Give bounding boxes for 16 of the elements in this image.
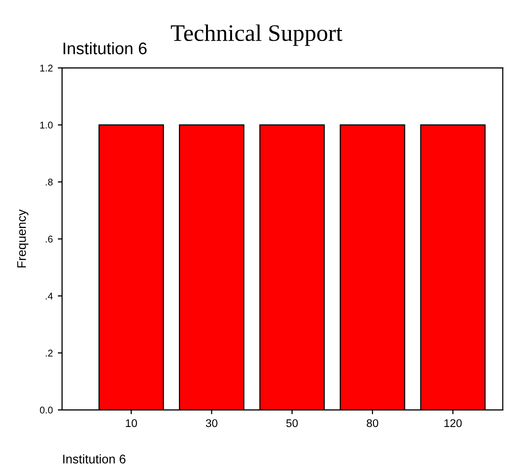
x-tick-label: 50 (286, 419, 298, 428)
x-tick-label: 10 (126, 419, 137, 428)
y-tick-label: .8 (46, 178, 53, 186)
x-tick-label: 30 (206, 419, 218, 428)
x-tick-label: 120 (444, 419, 462, 428)
x-tick-label: 80 (366, 419, 378, 428)
y-tick-label: .2 (46, 350, 53, 356)
chart-title: Technical Support (170, 24, 342, 46)
y-tick-label: 0.0 (40, 406, 53, 414)
y-axis-title: Frequency (17, 209, 28, 268)
x-axis-title: Institution 6 (63, 454, 126, 464)
chart-subtitle: Institution 6 (64, 42, 147, 54)
y-tick-label: 1.2 (40, 64, 53, 72)
y-tick-label: 1.0 (40, 122, 53, 129)
y-tick-label: .6 (46, 236, 53, 243)
y-tick-label: .4 (46, 292, 53, 300)
